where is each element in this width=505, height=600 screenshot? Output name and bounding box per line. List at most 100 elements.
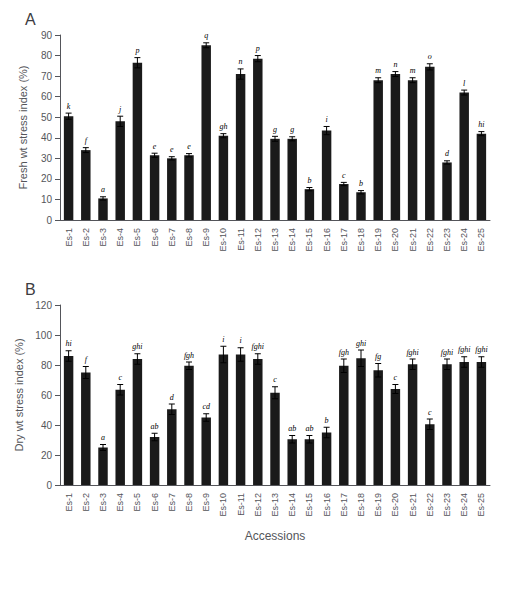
svg-text:Es-23: Es-23 — [442, 493, 452, 517]
svg-text:Es-25: Es-25 — [476, 493, 486, 517]
svg-text:Es-1: Es-1 — [64, 228, 74, 247]
svg-text:40: 40 — [41, 132, 53, 143]
svg-text:Es-16: Es-16 — [322, 228, 332, 252]
svg-text:fgh: fgh — [339, 348, 349, 357]
svg-text:ab: ab — [151, 422, 159, 431]
svg-text:gh: gh — [219, 122, 227, 131]
svg-text:Dry wt stress index (%): Dry wt stress index (%) — [13, 338, 25, 451]
svg-text:a: a — [101, 433, 105, 442]
svg-text:Es-5: Es-5 — [132, 228, 142, 247]
svg-text:A: A — [25, 11, 36, 28]
svg-text:Es-25: Es-25 — [476, 228, 486, 252]
svg-text:fgh: fgh — [184, 351, 194, 360]
svg-text:hi: hi — [478, 120, 484, 129]
svg-text:Es-13: Es-13 — [270, 493, 280, 517]
svg-text:l: l — [463, 79, 466, 88]
svg-text:Es-16: Es-16 — [322, 493, 332, 517]
svg-text:Es-9: Es-9 — [201, 228, 211, 247]
svg-text:i: i — [222, 335, 224, 344]
svg-text:j: j — [118, 105, 122, 114]
svg-text:0: 0 — [46, 215, 52, 226]
svg-text:Es-4: Es-4 — [115, 493, 125, 512]
svg-text:Es-22: Es-22 — [425, 228, 435, 252]
svg-text:Es-14: Es-14 — [287, 228, 297, 252]
svg-text:Fresh wt stress index (%): Fresh wt stress index (%) — [17, 65, 29, 189]
svg-text:70: 70 — [41, 71, 53, 82]
svg-text:Es-13: Es-13 — [270, 228, 280, 252]
svg-text:Es-3: Es-3 — [98, 493, 108, 512]
svg-text:ab: ab — [305, 424, 313, 433]
svg-text:Es-7: Es-7 — [167, 493, 177, 512]
svg-text:c: c — [118, 373, 122, 382]
svg-text:Es-6: Es-6 — [150, 493, 160, 512]
svg-text:Es-3: Es-3 — [98, 228, 108, 247]
svg-text:ghi: ghi — [356, 339, 366, 348]
svg-text:fg: fg — [375, 352, 381, 361]
svg-text:Es-21: Es-21 — [408, 493, 418, 517]
svg-text:c: c — [273, 375, 277, 384]
svg-text:k: k — [67, 102, 71, 111]
svg-text:e: e — [153, 142, 157, 151]
svg-text:c: c — [428, 408, 432, 417]
svg-text:100: 100 — [35, 330, 52, 341]
svg-text:cd: cd — [202, 402, 211, 411]
svg-text:m: m — [410, 66, 416, 75]
svg-text:i: i — [325, 115, 327, 124]
svg-text:n: n — [393, 60, 397, 69]
svg-text:fghi: fghi — [475, 345, 487, 354]
svg-text:Es-22: Es-22 — [425, 493, 435, 517]
svg-text:Es-15: Es-15 — [304, 228, 314, 252]
svg-text:30: 30 — [41, 153, 53, 164]
svg-text:10: 10 — [41, 194, 53, 205]
svg-text:f: f — [85, 355, 89, 364]
svg-text:a: a — [101, 185, 105, 194]
svg-text:b: b — [307, 176, 311, 185]
svg-text:d: d — [170, 393, 175, 402]
svg-text:Es-12: Es-12 — [253, 228, 263, 252]
svg-text:Es-10: Es-10 — [218, 228, 228, 252]
svg-text:Es-24: Es-24 — [459, 228, 469, 252]
svg-text:Es-5: Es-5 — [132, 493, 142, 512]
svg-text:Es-19: Es-19 — [373, 228, 383, 252]
svg-text:ghi: ghi — [132, 342, 142, 351]
svg-text:n: n — [239, 57, 243, 66]
svg-text:fghi: fghi — [441, 348, 453, 357]
svg-text:Es-17: Es-17 — [339, 228, 349, 252]
svg-text:Es-8: Es-8 — [184, 228, 194, 247]
svg-text:fghi: fghi — [252, 342, 264, 351]
svg-text:Es-24: Es-24 — [459, 493, 469, 517]
svg-text:40: 40 — [41, 420, 53, 431]
svg-text:q: q — [204, 31, 208, 40]
svg-text:p: p — [255, 44, 260, 53]
svg-text:Es-21: Es-21 — [408, 228, 418, 252]
svg-text:fghi: fghi — [406, 348, 418, 357]
svg-text:f: f — [85, 136, 89, 145]
svg-text:Es-18: Es-18 — [356, 493, 366, 517]
svg-text:p: p — [134, 46, 139, 55]
svg-text:Es-19: Es-19 — [373, 493, 383, 517]
svg-text:Es-6: Es-6 — [150, 228, 160, 247]
svg-text:e: e — [170, 145, 174, 154]
svg-text:20: 20 — [41, 173, 53, 184]
svg-text:fghi: fghi — [458, 345, 470, 354]
svg-text:g: g — [290, 125, 294, 134]
svg-text:e: e — [187, 142, 191, 151]
svg-text:ab: ab — [288, 424, 296, 433]
svg-text:o: o — [428, 52, 432, 61]
svg-text:60: 60 — [41, 91, 53, 102]
svg-text:d: d — [445, 149, 450, 158]
svg-text:20: 20 — [41, 450, 53, 461]
svg-text:90: 90 — [41, 30, 53, 41]
svg-text:i: i — [239, 336, 241, 345]
svg-text:Es-9: Es-9 — [201, 493, 211, 512]
svg-text:Es-2: Es-2 — [81, 228, 91, 247]
svg-text:Es-17: Es-17 — [339, 493, 349, 517]
svg-text:b: b — [359, 179, 363, 188]
svg-text:50: 50 — [41, 112, 53, 123]
svg-text:hi: hi — [65, 339, 71, 348]
svg-text:Es-8: Es-8 — [184, 493, 194, 512]
svg-text:Es-11: Es-11 — [236, 493, 246, 516]
svg-text:c: c — [394, 373, 398, 382]
svg-text:Es-15: Es-15 — [304, 493, 314, 517]
svg-text:Es-7: Es-7 — [167, 228, 177, 247]
